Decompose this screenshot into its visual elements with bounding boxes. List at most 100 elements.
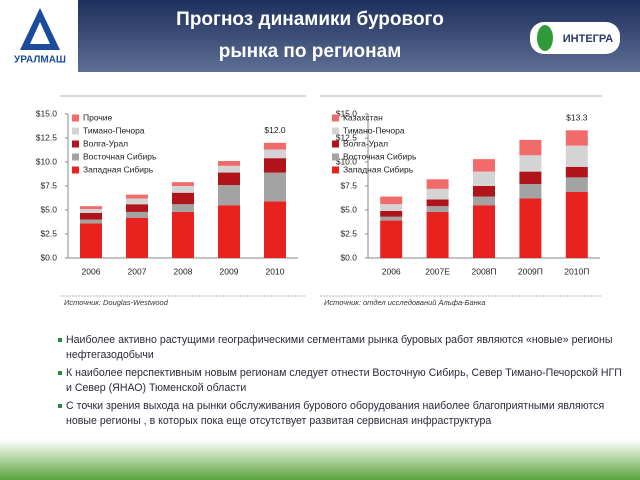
- y-tick-label: $10.0: [36, 156, 58, 166]
- bar-segment: [126, 204, 148, 212]
- bar-segment: [565, 191, 588, 258]
- bar-segment: [519, 155, 542, 172]
- bar-segment: [172, 182, 194, 186]
- slide-title-line: рынка по регионам: [219, 41, 402, 62]
- source-note: Источник: Douglas-Westwood: [64, 298, 169, 307]
- left-logo-text: УРАЛМАШ: [14, 55, 66, 66]
- x-tick-label: 2007: [128, 266, 147, 276]
- legend-swatch: [72, 127, 79, 135]
- legend-swatch: [332, 166, 339, 174]
- legend-label: Тимано-Печора: [83, 125, 145, 135]
- bar-segment: [380, 204, 403, 211]
- right-logo-text: ИНТЕГРА: [563, 33, 614, 45]
- y-tick-label: $15.0: [336, 108, 358, 118]
- bar-segment: [80, 206, 102, 210]
- bar-segment: [473, 159, 495, 172]
- x-tick-label: 2010: [266, 266, 285, 276]
- bar-segment: [565, 130, 588, 146]
- bar-segment: [565, 177, 588, 192]
- bar-segment: [126, 198, 148, 205]
- legend-swatch: [72, 140, 79, 148]
- bar-segment: [565, 145, 588, 167]
- legend-label: Прочие: [83, 112, 113, 122]
- bar-segment: [172, 192, 194, 205]
- bar-segment: [218, 185, 240, 206]
- bar-segment: [264, 201, 286, 258]
- bullet-item: К наиболее перспективным новым регионам …: [58, 366, 630, 396]
- legend-swatch: [332, 127, 339, 135]
- x-tick-label: 2010П: [564, 266, 589, 276]
- bar-segment: [519, 184, 542, 199]
- bullet-item: Наиболее активно растущими географически…: [58, 333, 630, 363]
- bar-segment: [380, 220, 403, 258]
- chart-panel: [320, 95, 602, 310]
- bar-segment: [473, 196, 495, 206]
- footer-band: [0, 440, 640, 480]
- x-tick-label: 2008: [174, 266, 193, 276]
- bar-segment: [426, 206, 449, 212]
- bar-segment: [126, 194, 148, 199]
- bar-segment: [519, 198, 542, 258]
- bar-segment: [380, 216, 403, 221]
- right-logo-leaf: [537, 25, 553, 51]
- y-tick-label: $12.5: [36, 132, 58, 142]
- legend-swatch: [332, 153, 339, 161]
- y-tick-label: $5.0: [340, 204, 357, 214]
- legend-swatch: [332, 140, 339, 148]
- legend-label: Западная Сибирь: [343, 164, 414, 174]
- legend-swatch: [332, 114, 339, 122]
- bar-segment: [218, 165, 240, 173]
- bar-segment: [426, 179, 449, 189]
- legend-label: Волга-Урал: [83, 138, 128, 148]
- legend-swatch: [72, 153, 79, 161]
- slide-title-line: Прогноз динамики бурового: [176, 9, 444, 30]
- legend-label: Восточная Сибирь: [343, 151, 417, 161]
- bar-segment: [80, 212, 102, 220]
- x-tick-label: 2009: [220, 266, 239, 276]
- legend-label: Восточная Сибирь: [83, 151, 157, 161]
- total-label: $12.0: [264, 125, 286, 135]
- bar-segment: [380, 210, 403, 217]
- y-tick-label: $2.5: [340, 228, 357, 238]
- bar-segment: [218, 205, 240, 258]
- bar-segment: [473, 186, 495, 197]
- bar-segment: [218, 161, 240, 166]
- bar-segment: [264, 172, 286, 202]
- y-tick-label: $10.0: [336, 156, 358, 166]
- bar-segment: [80, 223, 102, 258]
- total-label: $13.3: [566, 113, 588, 123]
- bullet-list: Наиболее активно растущими географически…: [58, 333, 630, 432]
- x-tick-label: 2006: [82, 266, 101, 276]
- bar-segment: [426, 199, 449, 207]
- bar-segment: [80, 219, 102, 224]
- legend-swatch: [72, 114, 79, 122]
- legend-label: Волга-Урал: [343, 138, 388, 148]
- legend-label: Западная Сибирь: [83, 164, 154, 174]
- bar-segment: [172, 211, 194, 258]
- y-tick-label: $15.0: [36, 108, 58, 118]
- x-tick-label: 2006: [382, 266, 401, 276]
- bar-segment: [565, 166, 588, 178]
- y-tick-label: $2.5: [40, 228, 57, 238]
- bar-segment: [264, 158, 286, 173]
- right-logo-bg: [530, 22, 620, 54]
- bar-segment: [218, 172, 240, 186]
- bar-segment: [519, 171, 542, 185]
- bar-segment: [426, 211, 449, 258]
- y-tick-label: $7.5: [40, 180, 57, 190]
- left-logo-inner: [30, 22, 50, 44]
- y-tick-label: $0.0: [340, 252, 357, 262]
- y-tick-label: $5.0: [40, 204, 57, 214]
- bar-segment: [264, 142, 286, 150]
- bar-segment: [380, 196, 403, 205]
- bar-segment: [264, 149, 286, 159]
- bar-segment: [172, 186, 194, 193]
- x-tick-label: 2009П: [518, 266, 543, 276]
- x-tick-label: 2008П: [471, 266, 496, 276]
- source-note: Источник: отдел исследований Альфа-Банка: [324, 298, 486, 307]
- legend-swatch: [72, 166, 79, 174]
- legend-label: Казахстан: [343, 112, 383, 122]
- x-tick-label: 2007E: [425, 266, 450, 276]
